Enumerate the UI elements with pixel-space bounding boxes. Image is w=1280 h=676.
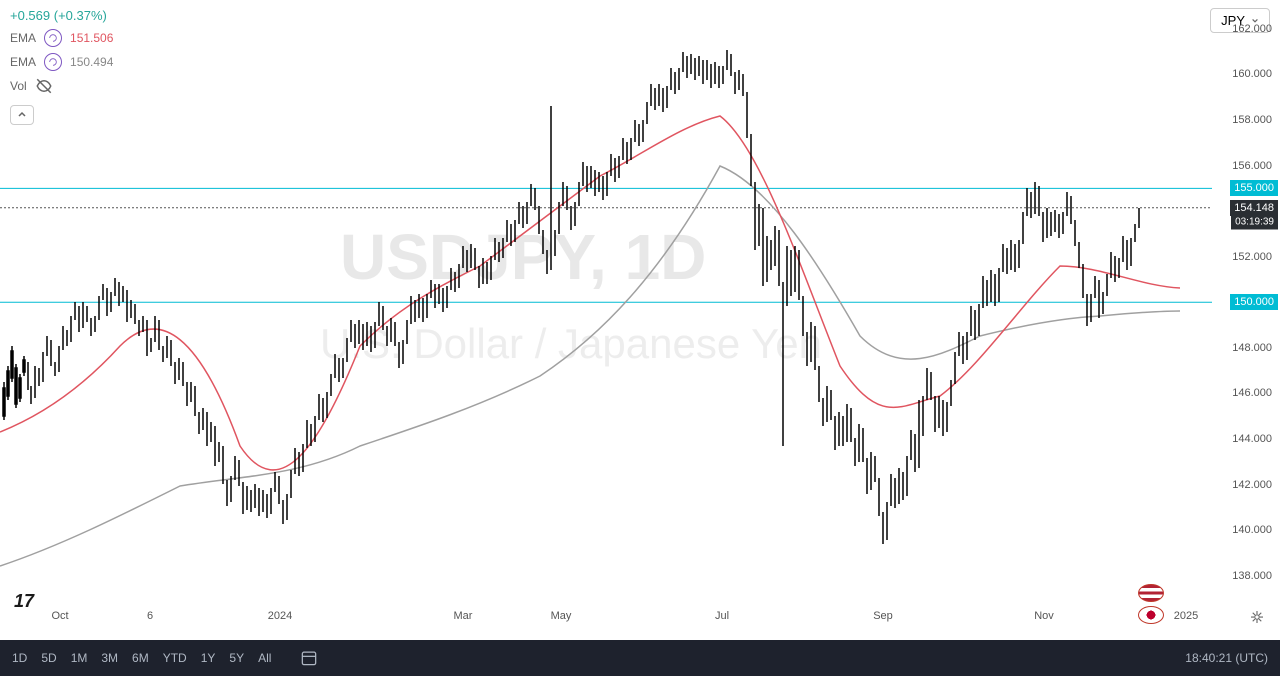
price-tick: 160.000 <box>1232 68 1272 80</box>
price-tick: 144.000 <box>1232 433 1272 445</box>
chart-canvas[interactable] <box>0 6 1212 610</box>
period-3m[interactable]: 3M <box>101 651 118 665</box>
price-tick: 148.000 <box>1232 342 1272 354</box>
time-tick: Nov <box>1034 610 1054 622</box>
price-tick: 156.000 <box>1232 160 1272 172</box>
price-level-badge: 150.000 <box>1230 294 1278 310</box>
clock-display: 18:40:21 (UTC) <box>1185 651 1268 665</box>
period-6m[interactable]: 6M <box>132 651 149 665</box>
period-1m[interactable]: 1M <box>71 651 88 665</box>
time-tick: 2024 <box>268 610 292 622</box>
price-tick: 140.000 <box>1232 524 1272 536</box>
period-buttons: 1D 5D 1M 3M 6M YTD 1Y 5Y All <box>12 648 319 668</box>
price-level-badge: 155.000 <box>1230 180 1278 196</box>
period-1d[interactable]: 1D <box>12 651 27 665</box>
time-axis: Oct 6 2024 Mar May Jul Sep Nov 2025 <box>0 610 1212 634</box>
price-tick: 146.000 <box>1232 387 1272 399</box>
time-tick: 6 <box>147 610 153 622</box>
time-tick: 2025 <box>1174 610 1198 622</box>
period-1y[interactable]: 1Y <box>201 651 216 665</box>
time-tick: Jul <box>715 610 729 622</box>
period-5d[interactable]: 5D <box>41 651 56 665</box>
price-tick: 158.000 <box>1232 114 1272 126</box>
period-ytd[interactable]: YTD <box>163 651 187 665</box>
period-5y[interactable]: 5Y <box>229 651 244 665</box>
price-axis: 138.000 140.000 142.000 144.000 146.000 148.0… <box>1212 6 1280 610</box>
price-tick: 142.000 <box>1232 479 1272 491</box>
time-tick: Sep <box>873 610 893 622</box>
time-tick: Mar <box>454 610 473 622</box>
bottom-toolbar: 1D 5D 1M 3M 6M YTD 1Y 5Y All 18:40:21 (UTC) <box>0 640 1280 676</box>
settings-icon[interactable] <box>1248 608 1266 626</box>
countdown-badge: 03:19:39 <box>1231 214 1278 229</box>
time-tick: May <box>551 610 572 622</box>
calendar-icon[interactable] <box>299 648 319 668</box>
price-tick: 152.000 <box>1232 251 1272 263</box>
time-tick: Oct <box>51 610 68 622</box>
price-tick: 138.000 <box>1232 570 1272 582</box>
price-tick: 162.000 <box>1232 23 1272 35</box>
period-all[interactable]: All <box>258 651 271 665</box>
